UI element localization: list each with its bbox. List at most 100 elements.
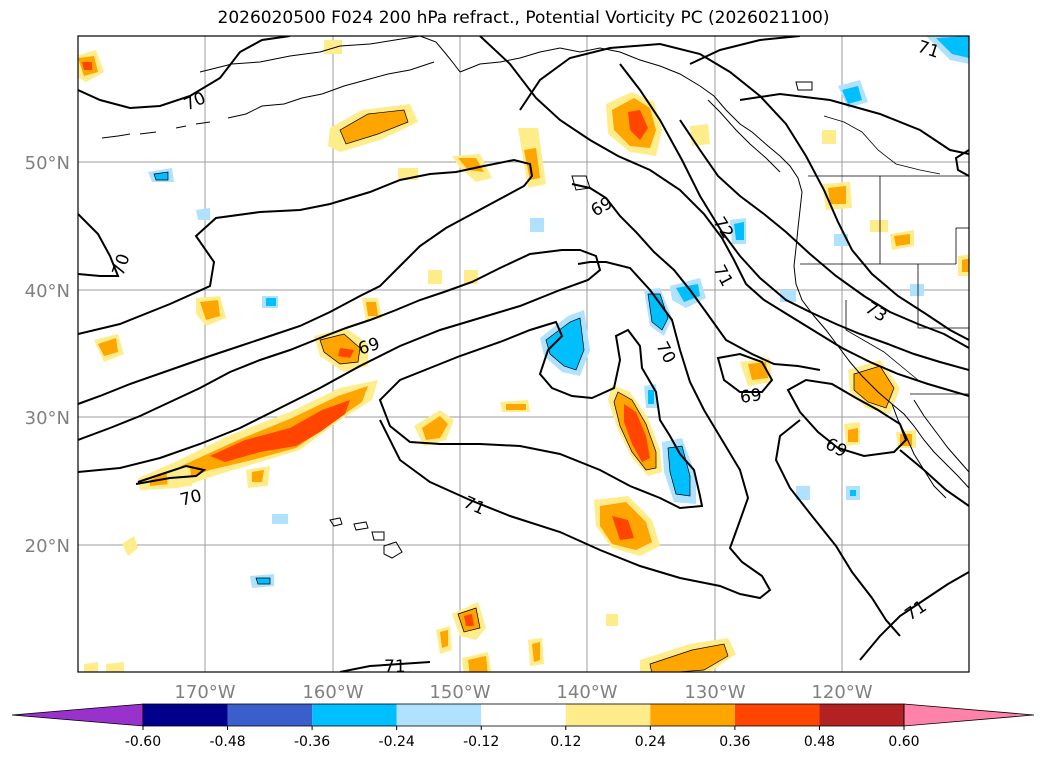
fill-m6-orange xyxy=(458,158,484,172)
colorbar-swatch xyxy=(565,704,651,726)
fill-b5-deep xyxy=(842,86,862,104)
fill-b18-light xyxy=(910,284,924,296)
fill-n2-red xyxy=(628,110,648,140)
colorbar-extend-low xyxy=(11,703,144,727)
contour-70-south xyxy=(135,464,207,485)
colorbar-swatch xyxy=(650,704,735,726)
colorbar: -0.60 -0.48 -0.36 -0.24 -0.12 0.12 0.24 0.36 0.4… xyxy=(11,703,1035,750)
contour-70-north xyxy=(78,36,291,110)
contour-72 xyxy=(619,63,969,371)
fill-m8-orange xyxy=(506,404,526,410)
fill-b13-light xyxy=(272,514,288,524)
fill-e4-orange xyxy=(524,148,540,180)
lon-label-150w: 150°W xyxy=(429,682,490,703)
contour-canada-loop2 xyxy=(954,149,969,177)
fill-m3-orange xyxy=(98,338,118,356)
fill-e6-orange xyxy=(894,234,910,246)
fill-col-red xyxy=(624,404,650,462)
fill-s8-yellow xyxy=(122,536,138,556)
contour-69-se xyxy=(774,419,901,637)
colorbar-swatch xyxy=(227,704,313,726)
fill-s2-orange xyxy=(468,656,488,672)
fill-e3-orange xyxy=(828,186,846,204)
lon-label-140w: 140°W xyxy=(556,682,617,703)
colorbar-tick-label: -0.60 xyxy=(125,734,161,750)
political-borders xyxy=(800,115,969,395)
fill-b9-deep xyxy=(648,390,654,404)
contour-se2 xyxy=(899,449,969,507)
fill-e9-yellow xyxy=(690,124,710,146)
fill-m4-red xyxy=(82,62,92,70)
colorbar-swatch xyxy=(396,704,482,726)
fill-b8-deep xyxy=(256,578,270,584)
fill-m2-orange xyxy=(200,300,220,320)
contours xyxy=(78,36,969,672)
latitude-labels: 50°N 40°N 30°N 20°N xyxy=(25,153,70,557)
fill-e8-orange xyxy=(962,258,969,272)
fill-m1-red xyxy=(338,348,354,358)
contour-71-se xyxy=(859,571,969,661)
contour-71-n xyxy=(479,36,969,397)
fill-outlines xyxy=(153,109,895,672)
lat-label-40n: 40°N xyxy=(25,281,70,302)
fill-e5-orange xyxy=(848,428,858,442)
fill-m7-orange xyxy=(422,416,448,440)
colorbar-swatch xyxy=(143,704,228,726)
colorbar-swatch xyxy=(819,704,904,726)
fill-s4-orange xyxy=(440,630,448,648)
fill-s1-red xyxy=(464,614,474,626)
colorbar-swatch xyxy=(481,704,566,726)
fill-e13-yellow xyxy=(428,270,442,284)
fill-n1-orange xyxy=(340,110,408,144)
fill-s5-orange xyxy=(532,642,540,662)
colorbar-extend-high xyxy=(903,703,1035,727)
contour-canada-loop xyxy=(739,92,969,155)
fill-blob-red xyxy=(612,516,634,540)
chart-title: 2026020500 F024 200 hPa refract., Potent… xyxy=(217,8,830,28)
fill-band-red xyxy=(210,400,350,462)
fill-b12-light xyxy=(196,208,210,220)
map-frame xyxy=(77,35,970,673)
contour-69-north xyxy=(571,183,821,371)
colorbar-swatch xyxy=(734,704,820,726)
lat-label-30n: 30°N xyxy=(25,408,70,429)
fill-s6-yellow xyxy=(84,662,98,672)
contour-label: 71 xyxy=(384,657,406,677)
fill-s7-yellow xyxy=(106,662,124,672)
lon-label-120w: 120°W xyxy=(811,682,872,703)
contour-73 xyxy=(679,119,969,349)
fill-b7-deep xyxy=(154,172,168,180)
colorbar-tick-label: 0.24 xyxy=(635,734,666,750)
fill-b15-light xyxy=(796,486,810,500)
lat-label-50n: 50°N xyxy=(25,153,70,174)
filled-features xyxy=(78,36,969,672)
lat-label-20n: 20°N xyxy=(25,536,70,557)
colorbar-tick-label: 0.48 xyxy=(804,734,835,750)
colorbar-tick-label: -0.48 xyxy=(209,734,245,750)
colorbar-tick-label: 0.60 xyxy=(888,734,919,750)
fill-e2-orange xyxy=(748,362,768,380)
colorbar-tick-label: -0.36 xyxy=(294,734,330,750)
colorbar-outline xyxy=(142,703,905,727)
contour-70-left xyxy=(78,213,120,277)
fill-e12-yellow xyxy=(324,40,342,54)
fill-s9-yellow xyxy=(606,614,618,626)
colorbar-tick-label: 0.36 xyxy=(719,734,750,750)
fill-s3-orange xyxy=(650,644,728,672)
contour-69-mid xyxy=(378,320,704,510)
contour-70-middle xyxy=(78,158,534,405)
fill-b16-deep xyxy=(850,490,856,496)
lon-label-130w: 130°W xyxy=(684,682,745,703)
fill-b6-deep xyxy=(936,36,969,58)
colorbar-tick-label: 0.12 xyxy=(550,734,581,750)
fill-m10-orange xyxy=(252,470,264,482)
lon-label-160w: 160°W xyxy=(302,682,363,703)
colorbar-tick-label: -0.12 xyxy=(463,734,499,750)
fill-b10-deep xyxy=(734,222,744,240)
contour-69-small xyxy=(716,352,774,393)
contour-upper-right xyxy=(689,36,801,65)
fill-e11-yellow xyxy=(822,130,836,144)
fill-b14-light xyxy=(530,218,544,232)
lon-label-170w: 170°W xyxy=(174,682,235,703)
